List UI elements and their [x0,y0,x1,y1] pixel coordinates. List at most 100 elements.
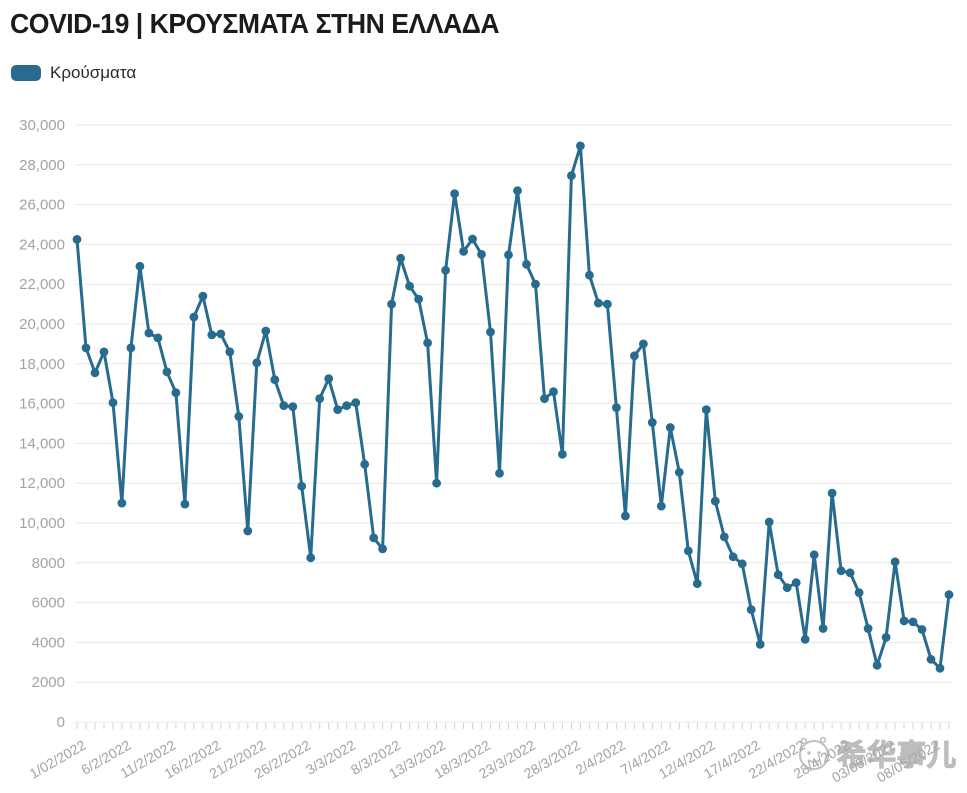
data-point-dot [845,568,855,578]
data-point-dot [630,351,639,361]
data-point-dot [306,553,316,563]
data-point-dot [288,402,298,411]
data-point-dot [441,265,450,275]
data-point-dot [432,478,441,488]
data-point-dot [495,468,504,478]
data-point-dot [459,247,468,256]
data-point-dot [90,368,100,378]
data-point-dot [279,401,289,410]
data-point-dot [405,281,414,291]
data-point-dot [342,401,352,410]
y-axis-tick-label: 12,000 [19,475,65,492]
data-point-dot [656,501,666,511]
data-point-dot [297,481,307,491]
data-point-dot [576,141,585,151]
data-point-dot [369,533,379,543]
y-axis-tick-label: 22,000 [19,276,65,293]
data-point-dot [854,588,864,597]
data-point-dot [558,449,567,459]
y-axis-tick-label: 10,000 [19,515,65,532]
y-axis-tick-label: 20,000 [19,316,65,333]
data-point-dot [117,498,127,508]
data-point-dot [800,635,810,644]
data-point-dot [639,339,648,349]
data-point-dot [387,299,396,309]
data-point-dot [360,459,370,469]
data-point-dot [908,617,918,627]
data-point-dot [683,546,693,556]
data-point-dot [531,279,540,289]
data-point-dot [836,566,846,576]
data-point-dot [549,387,558,397]
y-axis-tick-label: 24,000 [19,236,65,253]
y-axis-tick-label: 16,000 [19,396,65,413]
data-point-dot [189,312,199,322]
x-axis-date-label: 1/02/2022 [27,737,89,782]
data-point-dot [234,412,244,421]
data-point-dot [198,291,208,301]
data-point-dot [719,532,729,542]
data-point-dot [414,294,423,304]
data-point-dot [468,234,477,244]
data-point-dot [818,624,828,633]
data-point-dot [486,327,495,337]
data-point-dot [396,253,405,263]
data-point-dot [872,660,882,670]
data-point-dot [144,328,154,338]
data-point-dot [899,616,909,626]
data-point-dot [791,578,801,588]
data-point-dot [378,544,387,554]
data-point-dot [522,259,531,269]
data-point-dot [567,171,576,181]
data-point-dot [351,398,361,407]
y-axis-tick-label: 30,000 [19,117,65,134]
data-point-dot [324,374,334,384]
data-point-dot [72,235,82,244]
data-point-dot [171,388,181,398]
y-axis-tick-label: 4000 [32,634,65,651]
data-point-dot [261,326,271,336]
data-point-dot [773,570,783,580]
data-point-dot [935,663,945,673]
data-point-dot [728,552,738,562]
y-axis-tick-label: 14,000 [19,435,65,452]
data-point-dot [926,654,936,664]
data-point-dot [944,590,954,599]
data-point-dot [737,559,747,569]
data-point-dot [126,343,136,353]
cases-line-series [75,144,951,670]
data-point-dot [710,496,720,506]
x-axis-date-label: 3/3/2022 [303,737,358,778]
data-point-dot [674,467,684,477]
data-point-dot [504,250,513,260]
data-point-dot [81,343,91,353]
data-point-dot [207,330,217,340]
y-axis-tick-label: 2000 [32,674,65,691]
y-axis-tick-label: 28,000 [19,157,65,174]
data-point-dot [333,405,343,414]
data-point-dot [180,499,190,509]
y-axis-tick-label: 26,000 [19,197,65,214]
data-point-dot [746,605,756,614]
data-point-dot [477,250,486,259]
y-axis-tick-label: 0 [57,714,65,731]
data-point-dot [701,405,711,414]
data-point-dot [594,298,603,308]
data-point-dot [809,550,819,560]
data-point-dot [863,624,873,633]
data-point-dot [782,583,792,593]
data-point-dot [540,394,549,403]
data-point-dot [917,625,927,634]
legend: Κρούσματα [11,63,136,83]
data-point-dot [225,347,235,357]
data-point-dot [315,394,325,403]
data-point-dot [243,526,253,536]
data-point-dot [621,511,630,521]
data-point-dot [423,338,432,348]
data-point-dot [450,189,459,199]
data-point-dot [603,299,612,309]
data-point-dot [692,579,702,589]
data-point-dot [270,375,280,385]
data-point-dot [153,333,163,343]
